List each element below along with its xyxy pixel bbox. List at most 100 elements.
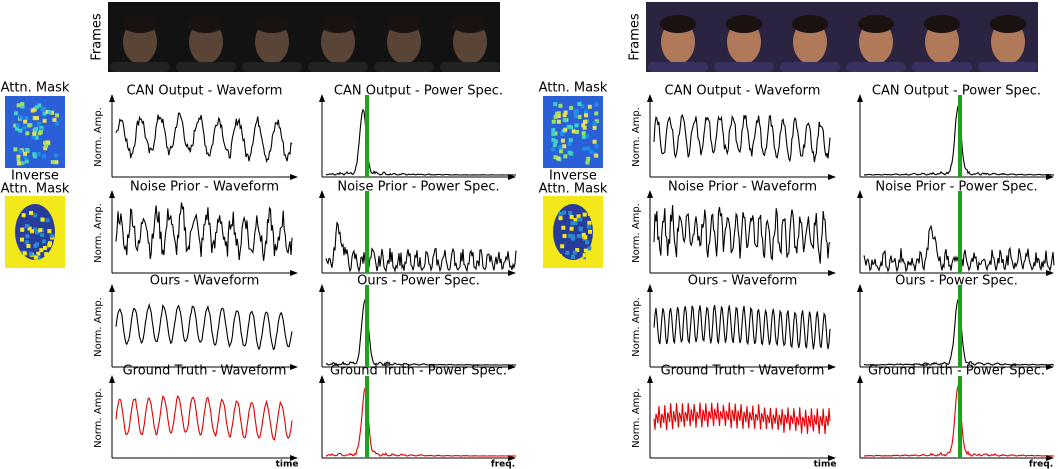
mask-px: [41, 239, 46, 244]
inverse-label: Inverse: [11, 169, 59, 184]
shoulders: [846, 62, 906, 72]
mask-px: [32, 107, 37, 112]
mask-px: [25, 234, 30, 239]
mask-px: [16, 161, 21, 166]
mask-px: [50, 160, 55, 165]
waveform-title: Noise Prior - Waveform: [130, 180, 279, 195]
mask-px: [33, 213, 38, 218]
mask-px: [34, 126, 39, 131]
mask-px: [585, 160, 590, 165]
mask-px: [27, 226, 32, 231]
mask-px: [584, 113, 589, 118]
mask-px: [16, 103, 21, 108]
mask-px: [32, 131, 37, 136]
mask-px: [586, 255, 591, 260]
shoulders: [242, 62, 302, 72]
mask-px: [15, 126, 20, 131]
mask-px: [563, 110, 568, 115]
mask-px: [50, 110, 55, 115]
frames-label: Frames: [628, 13, 643, 61]
mask-px: [33, 116, 38, 121]
mask-px: [16, 154, 21, 159]
mask-px: [25, 131, 30, 136]
spectrum-title: Ground Truth - Power Spec.: [868, 364, 1045, 379]
mask-px: [551, 147, 556, 152]
mask-px: [587, 246, 592, 251]
mask-px: [21, 213, 26, 218]
mask-px: [33, 154, 38, 159]
spectrum-title: Noise Prior - Power Spec.: [875, 180, 1037, 195]
mask-px: [44, 252, 49, 257]
mask-px: [19, 237, 24, 242]
mask-px: [563, 127, 568, 132]
mask-px: [20, 102, 25, 107]
mask-px: [553, 139, 558, 144]
mask-px: [560, 244, 565, 249]
mask-px: [24, 116, 29, 121]
y-axis-label: Norm. Amp.: [631, 297, 642, 357]
mask-px: [551, 137, 556, 142]
mask-px: [48, 241, 53, 246]
mask-px: [14, 111, 19, 116]
hair: [792, 15, 828, 33]
mask-px: [30, 108, 35, 113]
mask-px: [582, 212, 587, 217]
mask-px: [594, 144, 599, 149]
spectrum: [325, 221, 517, 273]
mask-px: [567, 150, 572, 155]
mask-px: [586, 224, 591, 229]
mask-px: [34, 242, 39, 247]
mask-px: [573, 218, 578, 223]
hair: [924, 15, 960, 33]
mask-px: [558, 216, 563, 221]
y-axis-label: Norm. Amp.: [93, 388, 104, 448]
inverse-label: Attn. Mask: [539, 182, 608, 197]
mask-px: [16, 157, 21, 162]
mask-px: [18, 115, 23, 120]
waveform-title: CAN Output - Waveform: [127, 84, 283, 99]
mask-px: [20, 161, 25, 166]
waveform-title: Noise Prior - Waveform: [668, 180, 817, 195]
mask-px: [562, 234, 567, 239]
mask-px: [594, 153, 599, 158]
spectrum-title: Ours - Power Spec.: [357, 274, 480, 289]
mask-label: Attn. Mask: [539, 81, 608, 96]
mask-px: [45, 109, 50, 114]
hair: [320, 15, 356, 33]
mask-px: [592, 121, 597, 126]
mask-px: [568, 138, 573, 143]
mask-px: [47, 229, 52, 234]
waveform: [115, 112, 293, 164]
mask-px: [38, 130, 43, 135]
mask-px: [38, 228, 43, 233]
hair: [452, 15, 488, 33]
mask-px: [572, 250, 577, 255]
y-axis-label: Norm. Amp.: [631, 203, 642, 263]
y-axis-label: Norm. Amp.: [93, 297, 104, 357]
spectrum: [325, 387, 516, 457]
mask-px: [45, 140, 50, 145]
mask-px: [20, 227, 25, 232]
shoulders: [308, 62, 368, 72]
mask-px: [42, 111, 47, 116]
mask-px: [558, 211, 563, 216]
hair: [254, 15, 290, 33]
inverse-label: Inverse: [549, 169, 597, 184]
mask-px: [551, 119, 556, 124]
mask-px: [569, 226, 574, 231]
mask-label: Attn. Mask: [1, 81, 70, 96]
mask-px: [552, 143, 557, 148]
waveform: [115, 202, 293, 261]
mask-px: [558, 145, 563, 150]
mask-px: [23, 151, 28, 156]
waveform: [653, 205, 831, 264]
mask-px: [570, 254, 575, 259]
waveform-title: Ground Truth - Waveform: [661, 364, 825, 379]
mask-px: [563, 154, 568, 159]
hair: [122, 15, 158, 33]
time-label: time: [814, 460, 837, 469]
mask-px: [581, 232, 586, 237]
mask-px: [573, 221, 578, 226]
mask-px: [553, 155, 558, 160]
mask-px: [54, 160, 59, 165]
